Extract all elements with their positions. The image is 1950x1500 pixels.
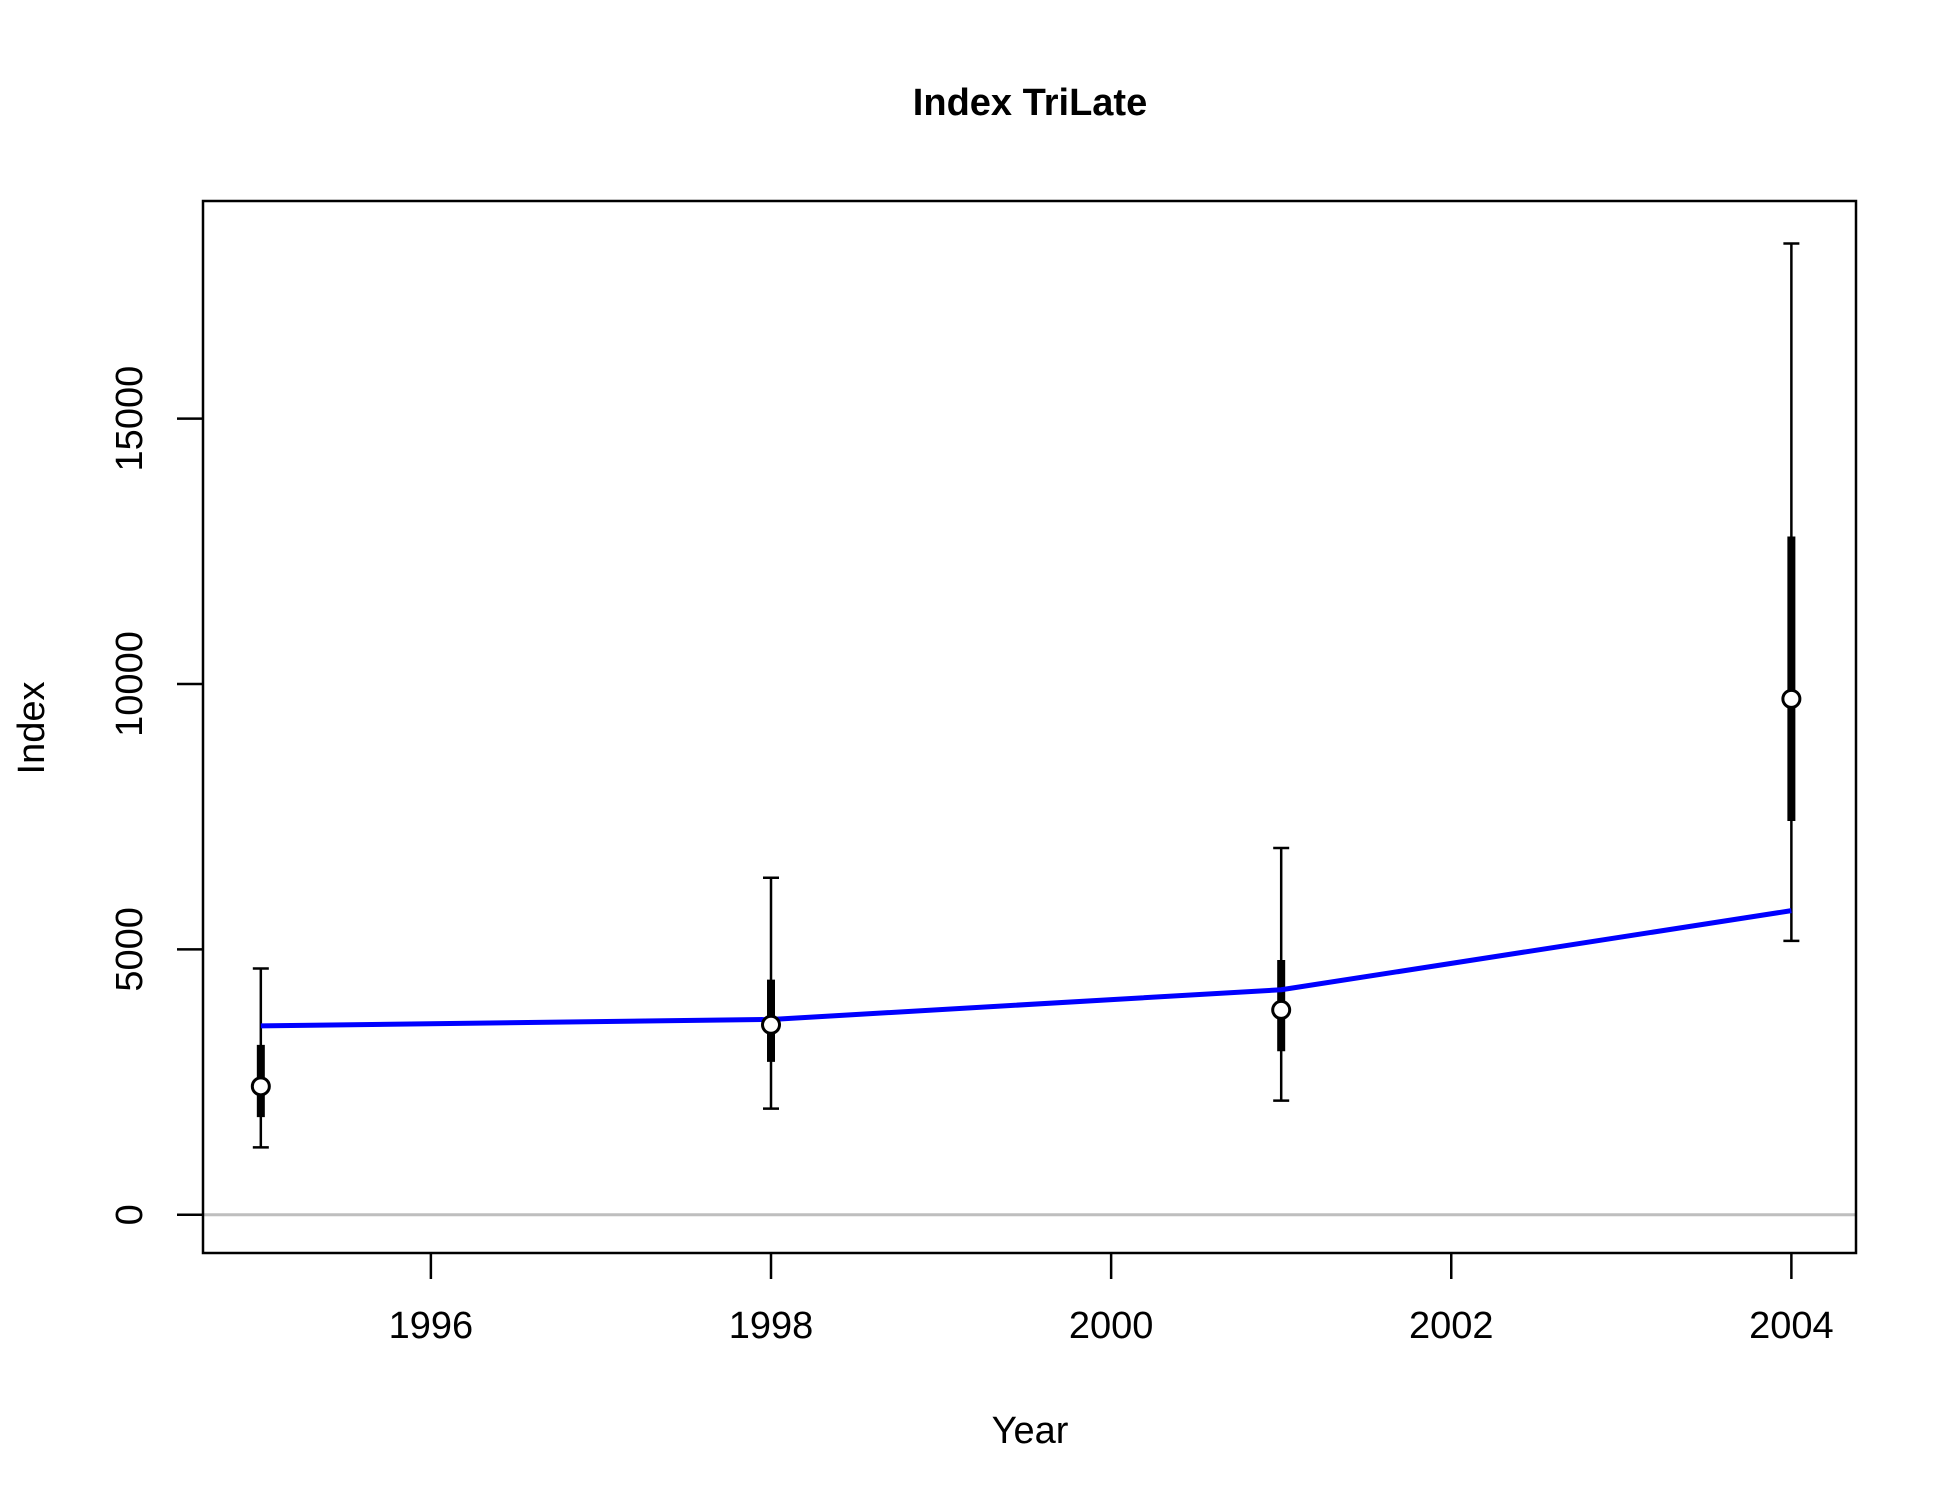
observed-points	[250, 688, 1802, 1097]
error-bars	[252, 242, 1800, 1149]
y-axis-label: Index	[11, 682, 53, 775]
y-tick-label: 5000	[109, 907, 151, 992]
x-tick-label: 2000	[1069, 1305, 1154, 1347]
y-tick-label: 0	[109, 1204, 151, 1225]
y-tick-label: 15000	[109, 366, 151, 472]
x-tick-label: 2002	[1409, 1305, 1494, 1347]
observed-point	[250, 1076, 271, 1097]
observed-point	[1781, 688, 1802, 709]
fit-line	[260, 908, 1792, 1029]
y-tick-label: 10000	[109, 631, 151, 737]
observed-point	[761, 1014, 782, 1035]
observed-point	[1271, 999, 1292, 1020]
x-tick-label: 2004	[1749, 1305, 1834, 1347]
x-axis-label: Year	[992, 1410, 1069, 1452]
plot-frame	[201, 199, 1858, 1255]
x-tick-label: 1998	[729, 1305, 814, 1347]
x-tick-label: 1996	[389, 1305, 474, 1347]
chart-title: Index TriLate	[913, 82, 1147, 124]
x-axis: 1996 1998 2000 2002 2004	[389, 1253, 1834, 1347]
y-axis: 0 5000 10000 15000	[109, 366, 203, 1225]
